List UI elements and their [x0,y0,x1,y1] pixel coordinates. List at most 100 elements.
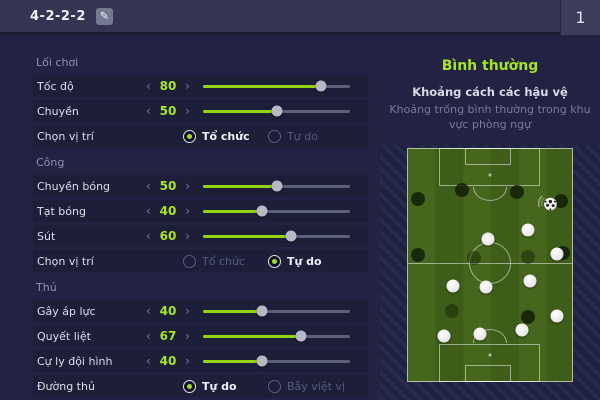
slider-fill [203,359,262,363]
stepper-decrease-icon[interactable]: ‹ [146,354,151,368]
goal-area-top [465,148,512,165]
away-player-dot [520,310,535,325]
stepper-decrease-icon[interactable]: ‹ [146,229,151,243]
slider-knob[interactable] [295,330,307,342]
radio-option-free[interactable]: Tự do [268,129,318,143]
slider[interactable] [203,230,350,242]
setting-label: Chuyền bóng [37,179,111,193]
section-play-style: Lối chơi Tốc độ ‹ 80 › Chuyền ‹ 50 [33,56,380,147]
slider[interactable] [203,105,350,117]
settings-panel: Lối chơi Tốc độ ‹ 80 › Chuyền ‹ 50 [0,38,380,400]
setting-label: Cự ly đội hình [37,354,113,368]
home-player-dot[interactable] [523,274,537,288]
home-player-dot[interactable] [446,279,460,293]
setting-label: Tốc độ [37,79,74,93]
slider-fill [203,334,302,338]
setting-row-passing: Chuyền ‹ 50 › [33,100,368,122]
edit-formation-button[interactable]: ✎ [95,7,113,25]
penalty-spot-top [488,173,492,177]
info-description: Khoảng trống bình thường trong khu vực p… [389,103,591,131]
home-player-dot[interactable] [550,309,564,323]
slider-knob[interactable] [256,205,268,217]
slider-fill [203,109,277,113]
home-player-dot[interactable] [473,327,487,341]
slider-fill [203,84,321,88]
info-subtitle: Khoảng cách các hậu vệ [412,85,568,99]
setting-row-pressure: Gây áp lực ‹ 40 › [33,300,368,322]
radio-option-offside-trap[interactable]: Bẫy việt vị [268,379,345,393]
slider-value: 40 [159,304,177,318]
slider-value: 80 [159,79,177,93]
slider[interactable] [203,180,350,192]
slider-value: 60 [159,229,177,243]
stepper-decrease-icon[interactable]: ‹ [146,204,151,218]
stepper-increase-icon[interactable]: › [185,304,190,318]
pitch [407,148,573,382]
stepper-decrease-icon[interactable]: ‹ [146,179,151,193]
home-player-dot[interactable] [521,223,535,237]
stepper-increase-icon[interactable]: › [185,229,190,243]
penalty-spot-bottom [488,353,492,357]
slider-value: 40 [159,354,177,368]
stepper-decrease-icon[interactable]: ‹ [146,104,151,118]
setting-row-shoot: Sút ‹ 60 › [33,225,368,247]
section-title: Thủ [36,281,57,294]
slider-knob[interactable] [285,230,297,242]
away-player-dot [554,194,569,209]
radio-label: Tổ chức [202,129,250,143]
slider-fill [203,234,292,238]
stepper-decrease-icon[interactable]: ‹ [146,304,151,318]
home-player-dot[interactable] [515,323,529,337]
home-player-dot[interactable] [550,247,564,261]
slider-knob[interactable] [315,80,327,92]
slider-knob[interactable] [256,355,268,367]
stepper-increase-icon[interactable]: › [185,354,190,368]
stepper-decrease-icon[interactable]: ‹ [146,79,151,93]
slider[interactable] [203,80,350,92]
preview-panel: Bình thường Khoảng cách các hậu vệ Khoản… [380,38,600,400]
slider-track[interactable] [203,309,350,313]
radio-label: Tổ chức [202,254,245,268]
radio-option-organized[interactable]: Tổ chức [183,254,268,268]
radio-option-organized[interactable]: Tổ chức [183,129,268,143]
slider[interactable] [203,205,350,217]
slider-track[interactable] [203,234,350,238]
away-player-dot [410,191,425,206]
radio-circle-icon [268,254,281,268]
stepper-decrease-icon[interactable]: ‹ [146,329,151,343]
slider-track[interactable] [203,84,350,88]
slider-track[interactable] [203,359,350,363]
slider-track[interactable] [203,334,350,338]
stepper-increase-icon[interactable]: › [185,179,190,193]
slider-value: 50 [159,179,177,193]
slider[interactable] [203,330,350,342]
setting-label: Đường thủ [37,379,95,393]
stepper-increase-icon[interactable]: › [185,329,190,343]
section-attack: Công Chuyền bóng ‹ 50 › Tạt bóng ‹ 40 [33,156,380,272]
away-player-dot [410,248,425,263]
home-player-dot[interactable] [481,232,495,246]
slider-knob[interactable] [271,180,282,192]
slider-fill [203,184,277,188]
setting-row-cross: Tạt bóng ‹ 40 › [33,200,368,222]
slider[interactable] [203,305,350,317]
stepper-increase-icon[interactable]: › [185,104,190,118]
slider-track[interactable] [203,209,350,213]
home-player-dot[interactable] [437,329,451,343]
setting-label: Gây áp lực [37,304,96,318]
radio-label: Tự do [287,254,322,268]
setting-label: Tạt bóng [37,204,86,218]
slider-knob[interactable] [271,105,282,117]
stepper-increase-icon[interactable]: › [185,204,190,218]
stepper-increase-icon[interactable]: › [185,79,190,93]
setting-row-speed: Tốc độ ‹ 80 › [33,75,368,97]
radio-option-free[interactable]: Tự do [268,254,322,268]
radio-option-free[interactable]: Tự do [183,379,268,393]
slider-value: 50 [159,104,177,118]
slider-knob[interactable] [256,305,268,317]
home-player-dot[interactable] [479,280,493,294]
section-title: Lối chơi [36,56,79,69]
slider[interactable] [203,355,350,367]
setting-label: Chuyền [37,104,79,118]
